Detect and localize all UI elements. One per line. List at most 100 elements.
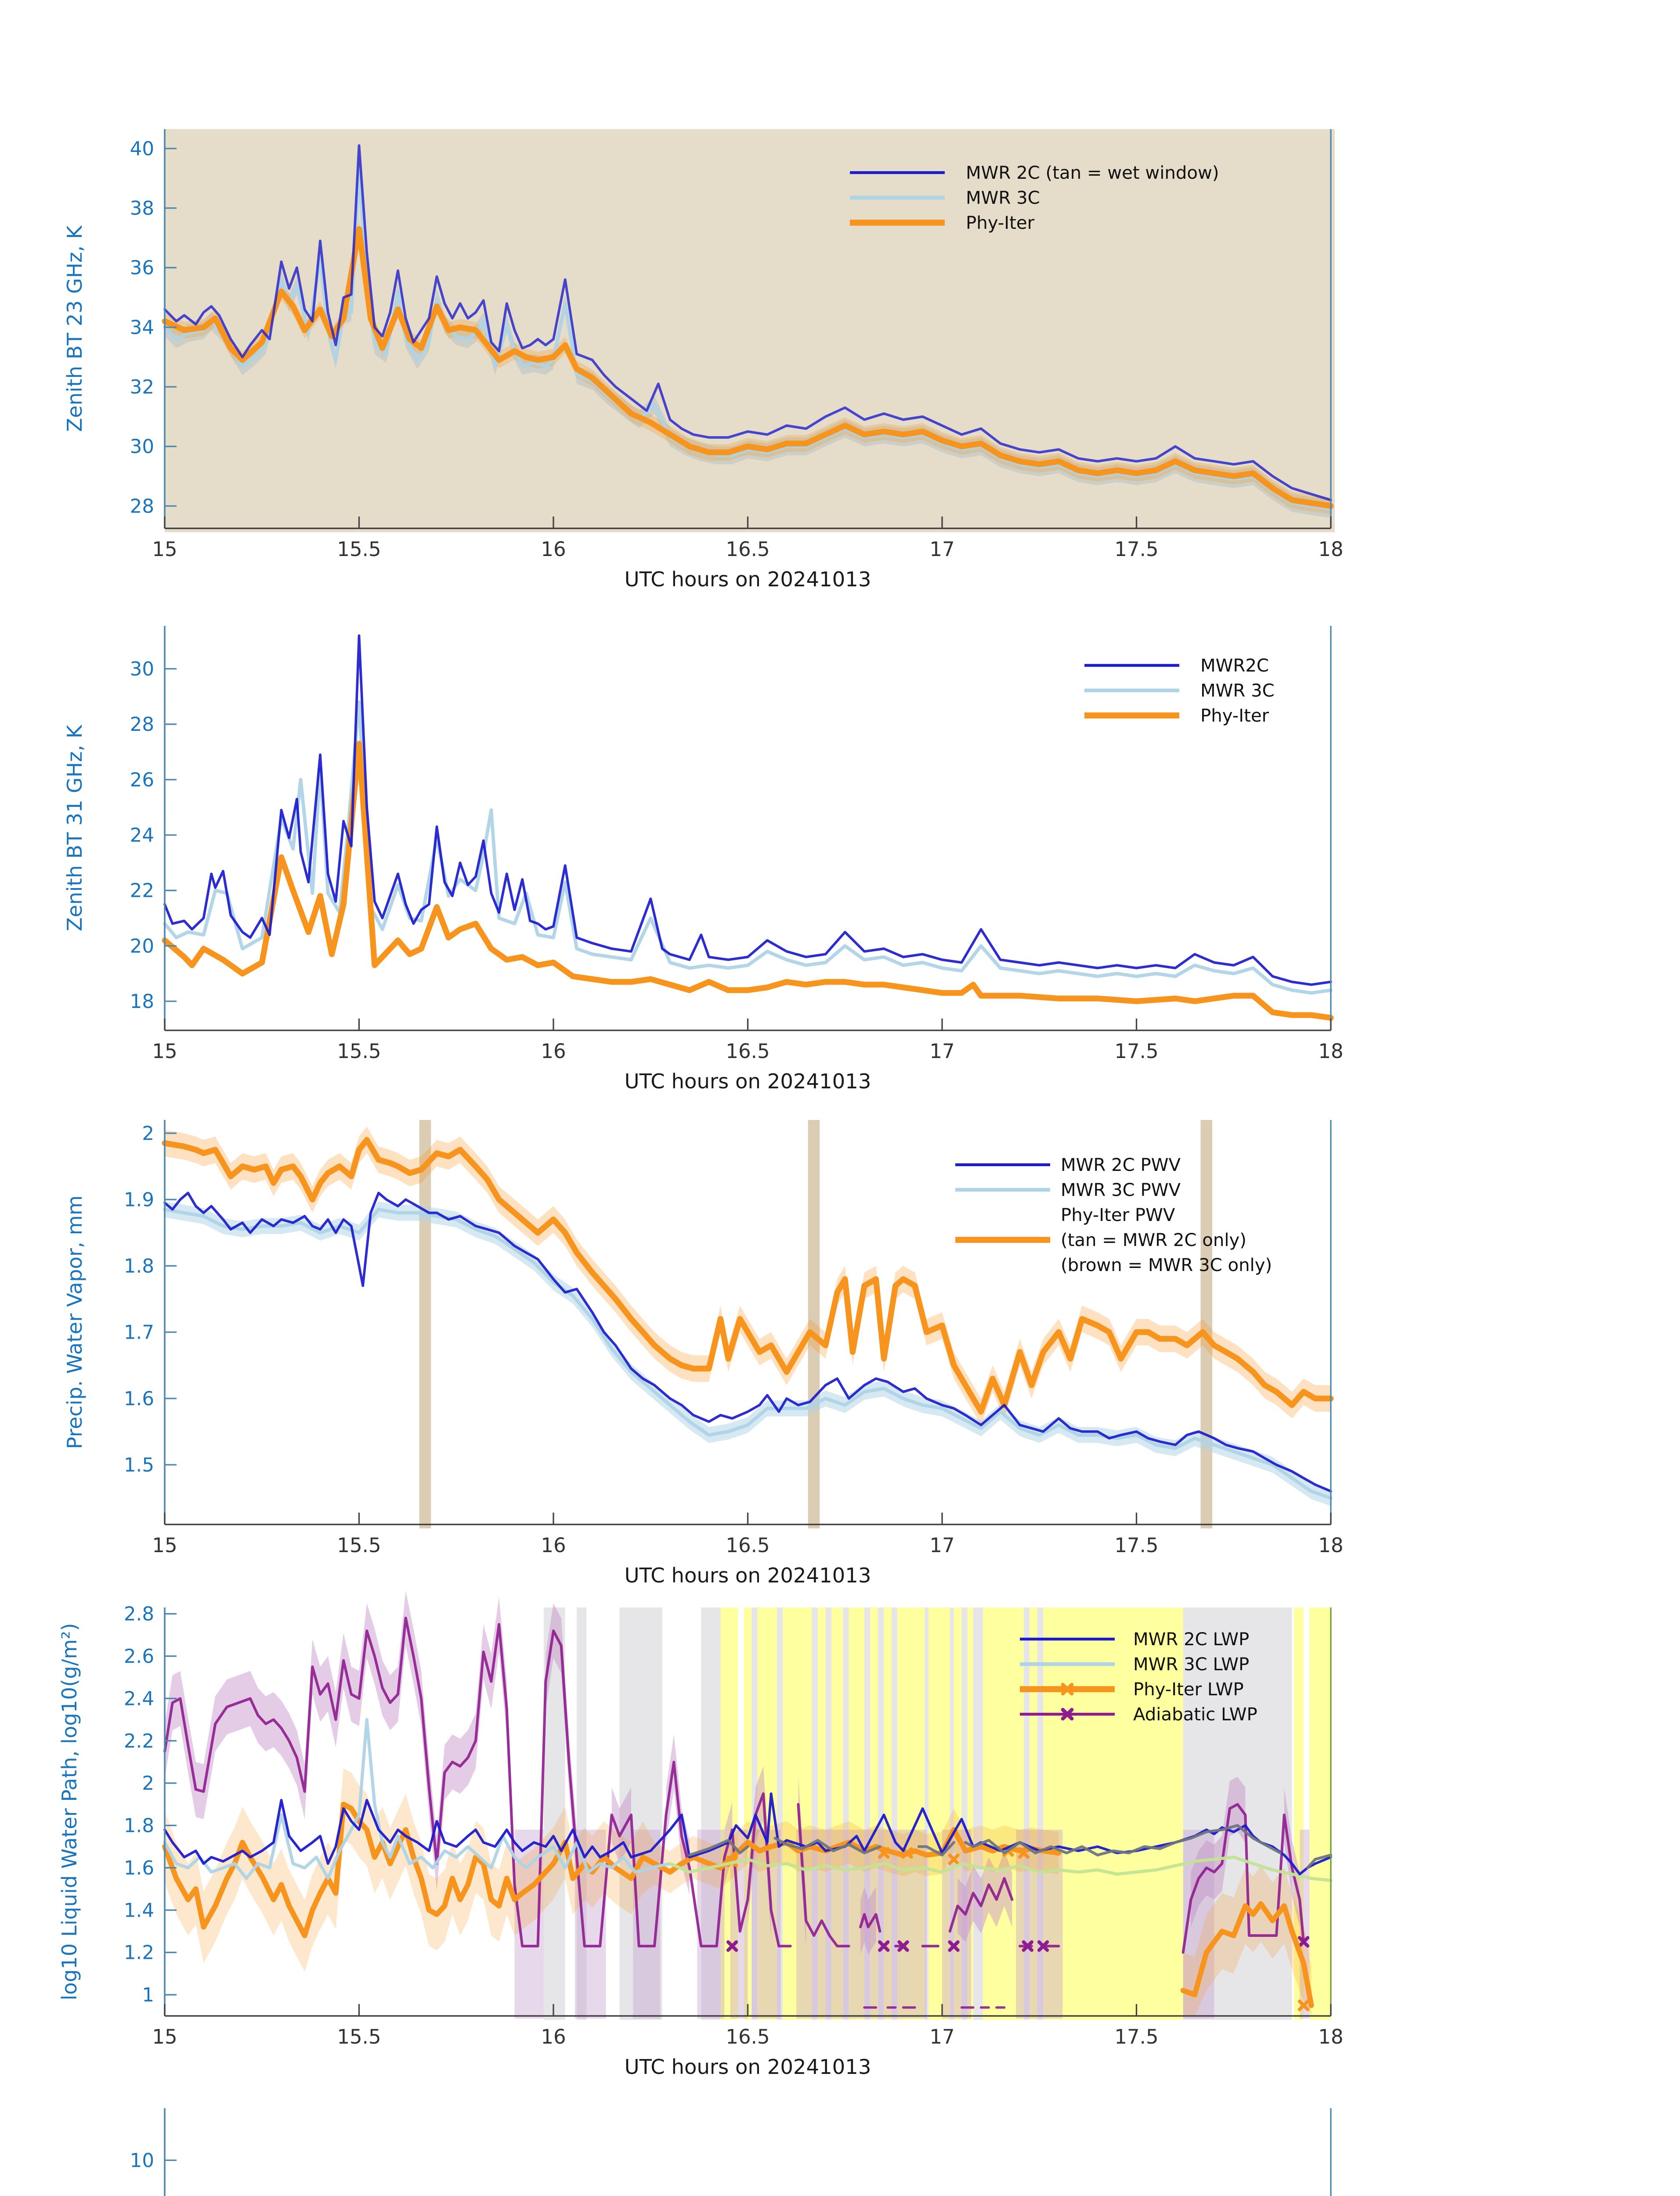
y-tick-label: 1.2 <box>124 1942 154 1964</box>
legend-x-marker <box>1061 1683 1074 1696</box>
legend-label: Phy-Iter <box>966 213 1035 233</box>
x-marker-adiabatic-lwp <box>1037 1940 1049 1952</box>
series-phy-iter-lwp <box>162 1802 1314 2008</box>
status-band <box>961 1607 968 2020</box>
status-band <box>825 1607 831 2020</box>
adiabatic-lwp-uncertainty <box>860 1887 876 1955</box>
x-tick-label: 17 <box>929 2025 954 2048</box>
status-band <box>967 1607 973 2020</box>
y-axis-label: Precip. Water Vapor, mm <box>63 1196 87 1449</box>
x-tick-label: 17.5 <box>1114 538 1158 561</box>
x-marker-adiabatic-lwp <box>726 1940 738 1952</box>
x-tick-label: 16.5 <box>726 538 770 561</box>
y-tick-label: 22 <box>130 880 154 902</box>
adiabatic-lwp-uncertainty <box>165 1590 515 1912</box>
y-axis-label: log10 Liquid Water Path, log10(g/m²) <box>58 1623 81 2000</box>
status-band <box>812 1607 818 2020</box>
status-band <box>884 1607 892 2020</box>
x-tick-label: 17 <box>929 538 954 561</box>
y-tick-label: 30 <box>130 658 154 680</box>
phy-iter-pwv-uncertainty <box>165 1127 1331 1425</box>
status-band <box>891 1607 898 2020</box>
status-band <box>783 1607 812 2020</box>
x-tick-label: 17.5 <box>1114 2025 1158 2048</box>
panel-zenith-bt-23: 28 30 32 34 36 38 40 15 15.5 16 16.5 17 17.5 18 Zenith… <box>63 129 1344 591</box>
legend-label: MWR 3C LWP <box>1133 1654 1249 1675</box>
legend-panel-2: MWR2C MWR 3C Phy-Iter <box>1084 656 1275 726</box>
series-mwr-2c <box>163 144 1332 502</box>
x-tick-label: 16.5 <box>726 1040 770 1063</box>
series-mwr2c <box>163 634 1332 986</box>
series-mwr-2c-lwp <box>163 1792 1332 1876</box>
status-band <box>1023 1607 1030 2020</box>
y-tick-label: 1.8 <box>124 1815 154 1837</box>
x-marker-phy-iter-lwp <box>948 1853 960 1865</box>
legend-label: Phy-Iter LWP <box>1133 1680 1244 1700</box>
phy-iter-uncertainty <box>165 741 1331 1020</box>
series-mwr-2c-pwv <box>163 1192 1332 1493</box>
adiabatic-uncertainty-column <box>1016 1829 1063 2019</box>
status-band <box>744 1607 752 2020</box>
x-tick-label: 15.5 <box>337 1040 381 1063</box>
y-tick-label: 28 <box>130 495 154 517</box>
legend-label: (brown = MWR 3C only) <box>1061 1255 1272 1275</box>
x-tick-label: 15 <box>152 1040 177 1063</box>
x-tick-label: 18 <box>1318 538 1343 561</box>
series-phy-iter <box>162 740 1334 1021</box>
status-band <box>577 1607 587 2020</box>
status-band <box>950 1607 954 2020</box>
y-tick-label: 2.4 <box>124 1688 154 1710</box>
status-band <box>843 1607 849 2020</box>
legend-label: MWR 3C PWV <box>1061 1180 1181 1200</box>
x-tick-label: 18 <box>1318 1534 1343 1557</box>
x-tick-label: 16 <box>541 1534 566 1557</box>
legend-x-marker <box>1061 1708 1074 1721</box>
series-mwr-3c-lwp <box>163 1718 691 1880</box>
panel-precip-water-vapor: 1.5 1.6 1.7 1.8 1.9 2 15 15.5 16 16.5 17 17.5 18 Prec… <box>63 1120 1344 1587</box>
y-tick-label: 34 <box>130 317 154 339</box>
y-tick-label: 26 <box>130 769 154 791</box>
status-band <box>925 1607 929 2020</box>
adiabatic-lwp-uncertainty <box>1191 1777 1246 1927</box>
panel-log10-lwp: 1 1.2 1.4 1.6 1.8 2 2.2 2.4 2.6 2.8 15 15.5 16 16.5 17… <box>58 1590 1344 2079</box>
y-tick-label: 2 <box>142 1123 154 1145</box>
y-tick-label: 20 <box>130 935 154 957</box>
y-axis-label: Zenith BT 23 GHz, K <box>63 225 87 432</box>
y-tick-label: 2 <box>142 1773 154 1795</box>
x-marker-adiabatic-lwp <box>1022 1940 1033 1952</box>
x-marker-adiabatic-lwp <box>948 1940 960 1952</box>
x-tick-label: 17 <box>929 1040 954 1063</box>
status-band <box>878 1607 884 2020</box>
y-tick-label: 24 <box>130 824 154 846</box>
x-tick-label: 15.5 <box>337 1534 381 1557</box>
x-tick-label: 16 <box>541 1040 566 1063</box>
y-tick-label: 1 <box>142 1984 154 2006</box>
x-tick-label: 15.5 <box>337 538 381 561</box>
legend-panel-1: MWR 2C (tan = wet window) MWR 3C Phy-Iter <box>850 163 1219 233</box>
x-tick-label: 16.5 <box>726 2025 770 2048</box>
status-band <box>701 1607 721 2020</box>
status-band <box>973 1607 983 2020</box>
y-tick-label: 10 <box>130 2150 154 2172</box>
legend-panel-3: MWR 2C PWV MWR 3C PWV Phy-Iter PWV (tan = M… <box>955 1155 1272 1275</box>
series-phy-iter-pwv <box>162 1137 1334 1415</box>
y-tick-label: 1.6 <box>124 1857 154 1879</box>
status-band <box>929 1607 950 2020</box>
status-band <box>954 1607 962 2020</box>
status-band <box>751 1607 758 2020</box>
y-tick-label: 28 <box>130 714 154 736</box>
x-tick-label: 16 <box>541 538 566 561</box>
legend-label: MWR 2C LWP <box>1133 1629 1249 1650</box>
y-tick-label: 2.8 <box>124 1604 154 1625</box>
y-tick-label: 1.8 <box>124 1255 154 1277</box>
x-axis-label: UTC hours on 20241013 <box>625 2055 871 2079</box>
x-tick-label: 17.5 <box>1114 1040 1158 1063</box>
series-mwr-3c-lwp-flagged <box>668 1855 1333 1882</box>
status-band <box>983 1607 1024 2020</box>
x-tick-label: 16 <box>541 2025 566 2048</box>
x-tick-label: 15.5 <box>337 2025 381 2048</box>
x-tick-label: 18 <box>1318 1040 1343 1063</box>
y-axis-label: Zenith BT 31 GHz, K <box>63 724 87 931</box>
